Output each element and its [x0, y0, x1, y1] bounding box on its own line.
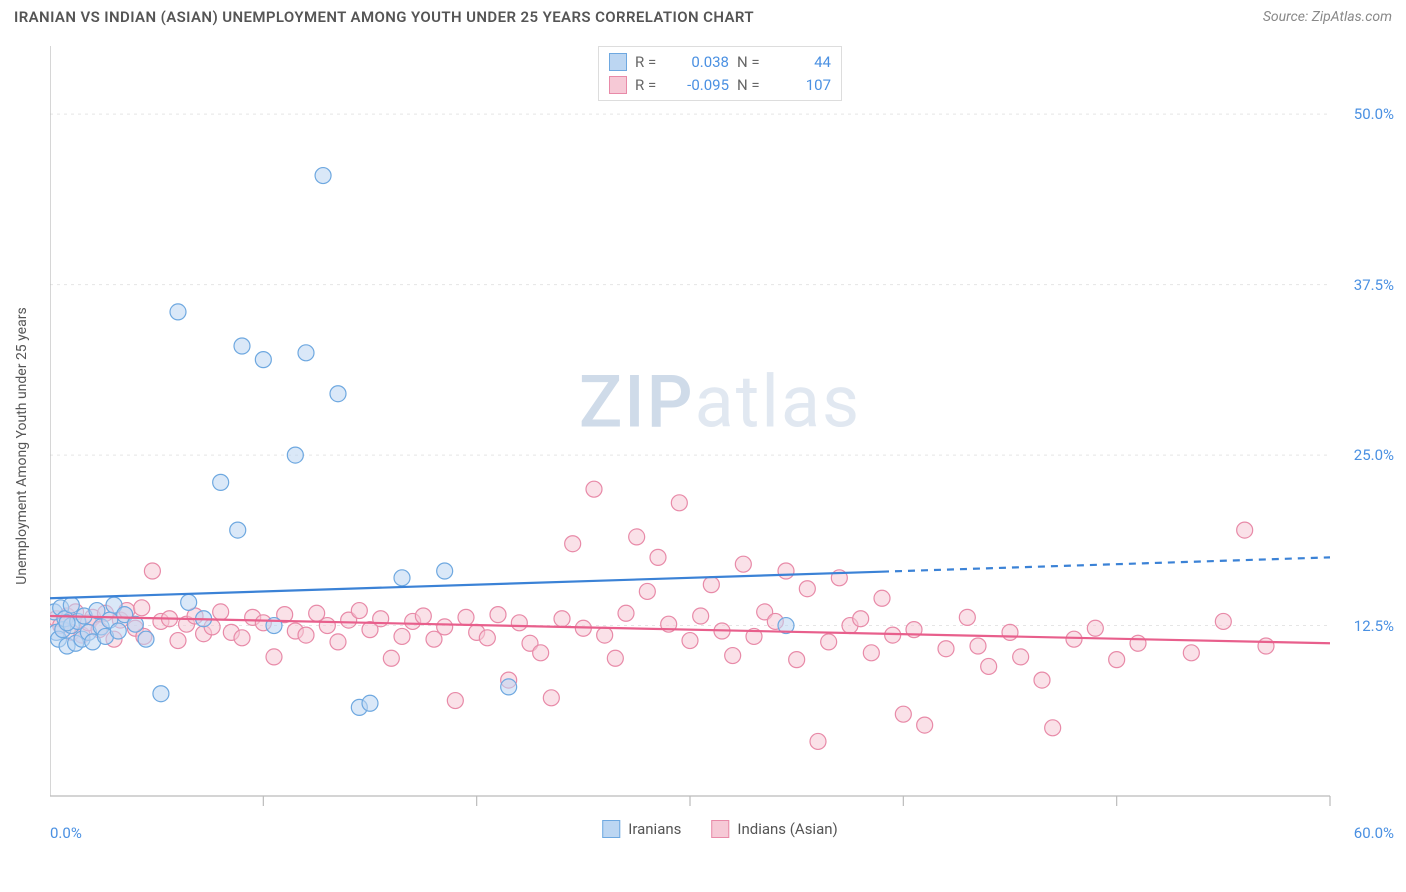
- corr-row-indians: R = -0.095 N = 107: [609, 74, 831, 97]
- n-label: N =: [737, 51, 765, 74]
- legend-label-iranians: Iranians: [628, 820, 681, 838]
- series-legend: Iranians Indians (Asian): [602, 820, 838, 838]
- swatch-indians: [609, 76, 627, 94]
- swatch-iranians: [609, 53, 627, 71]
- legend-swatch-iranians: [602, 820, 620, 838]
- x-max-label: 60.0%: [1354, 824, 1394, 842]
- n-value-indians: 107: [773, 74, 831, 97]
- r-value-indians: -0.095: [671, 74, 729, 97]
- corr-row-iranians: R = 0.038 N = 44: [609, 51, 831, 74]
- x-origin-label: 0.0%: [50, 824, 82, 842]
- correlation-legend: R = 0.038 N = 44 R = -0.095 N = 107: [598, 46, 842, 101]
- r-value-iranians: 0.038: [671, 51, 729, 74]
- chart-area: ZIPatlas R = 0.038 N = 44 R = -0.095 N =…: [50, 46, 1390, 836]
- legend-item-indians: Indians (Asian): [711, 820, 837, 838]
- y-tick: 50.0%: [1354, 105, 1394, 123]
- r-label: R =: [635, 74, 663, 97]
- y-tick: 25.0%: [1354, 446, 1394, 464]
- legend-swatch-indians: [711, 820, 729, 838]
- scatter-plot: [50, 46, 1390, 836]
- chart-source: Source: ZipAtlas.com: [1263, 9, 1392, 25]
- y-axis-label: Unemployment Among Youth under 25 years: [14, 307, 30, 584]
- y-tick: 37.5%: [1354, 276, 1394, 294]
- r-label: R =: [635, 51, 663, 74]
- chart-header: IRANIAN VS INDIAN (ASIAN) UNEMPLOYMENT A…: [0, 0, 1406, 30]
- n-label: N =: [737, 74, 765, 97]
- chart-title: IRANIAN VS INDIAN (ASIAN) UNEMPLOYMENT A…: [14, 8, 754, 26]
- legend-item-iranians: Iranians: [602, 820, 681, 838]
- y-tick: 12.5%: [1354, 617, 1394, 635]
- n-value-iranians: 44: [773, 51, 831, 74]
- legend-label-indians: Indians (Asian): [737, 820, 837, 838]
